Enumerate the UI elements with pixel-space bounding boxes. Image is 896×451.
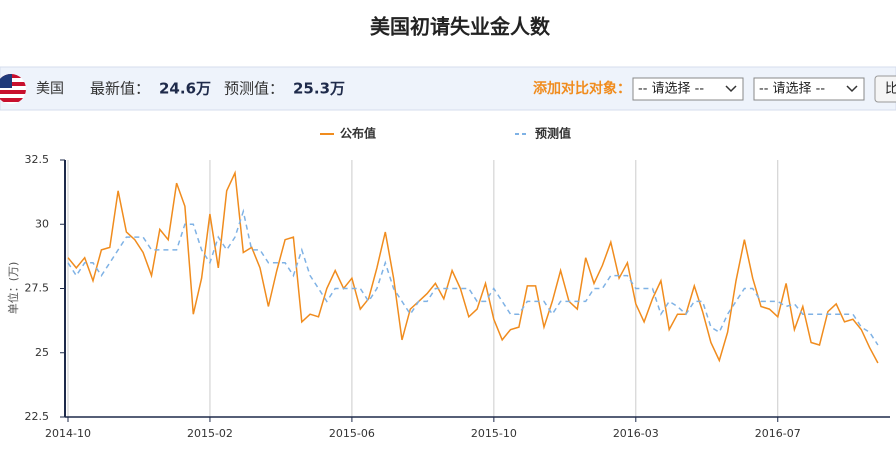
y-axis-label: 单位：(万)	[6, 262, 20, 315]
series-line	[67, 170, 879, 364]
x-tick-label: 2015-02	[187, 427, 233, 440]
select[interactable]: -- 请选择 --	[753, 77, 865, 101]
forecast-label: 预测值：	[224, 80, 284, 98]
latest-value: 24.6万	[159, 80, 211, 98]
forecast-value: 25.3万	[293, 80, 345, 98]
y-tick-label: 30	[35, 217, 49, 230]
y-tick-label: 25	[35, 346, 49, 359]
country: 美国	[36, 81, 64, 97]
button-text: 比	[885, 82, 896, 97]
y-tick-label: 27.5	[25, 282, 50, 295]
select-text: -- 请选择 --	[759, 82, 825, 97]
x-tick-label: 2016-07	[755, 427, 801, 440]
x-tick-label: 2015-06	[329, 427, 375, 440]
chart-title: 美国初请失业金人数	[370, 15, 551, 39]
y-tick-label: 32.5	[25, 153, 50, 166]
compare-label: 添加对比对象：	[533, 80, 631, 97]
legend-label: 预测值	[535, 126, 571, 141]
compare-button[interactable]: 比	[874, 75, 896, 103]
series-line	[67, 208, 879, 346]
toolbar	[0, 66, 896, 111]
x-tick-label: 2015-10	[471, 427, 517, 440]
select[interactable]: -- 请选择 --	[632, 77, 744, 101]
x-tick-label: 2016-03	[613, 427, 659, 440]
y-tick-label: 22.5	[25, 410, 50, 423]
latest-label: 最新值：	[90, 80, 150, 98]
select-text: -- 请选择 --	[638, 82, 704, 97]
x-tick-label: 2014-10	[45, 427, 91, 440]
flag	[0, 74, 26, 104]
legend-label: 公布值	[340, 126, 376, 141]
